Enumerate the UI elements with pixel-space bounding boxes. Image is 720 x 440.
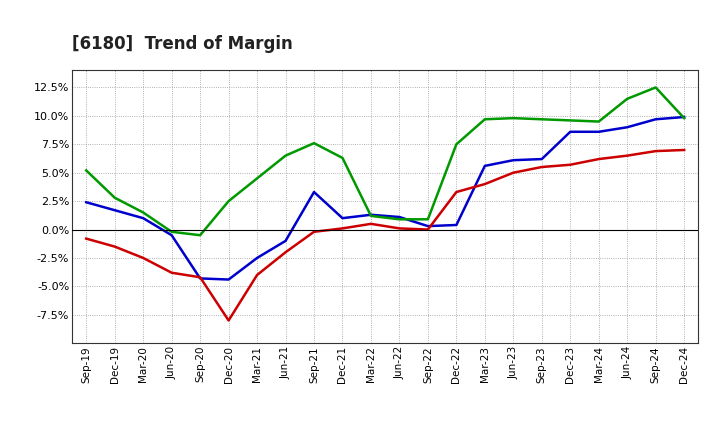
Text: [6180]  Trend of Margin: [6180] Trend of Margin xyxy=(72,35,293,53)
Ordinary Income xyxy=(623,125,631,130)
Ordinary Income xyxy=(452,222,461,227)
Operating Cashflow xyxy=(282,153,290,158)
Net Income xyxy=(310,229,318,235)
Operating Cashflow xyxy=(595,119,603,124)
Operating Cashflow xyxy=(509,115,518,121)
Ordinary Income xyxy=(366,212,375,217)
Ordinary Income xyxy=(196,276,204,281)
Ordinary Income xyxy=(480,163,489,169)
Operating Cashflow xyxy=(623,96,631,102)
Net Income xyxy=(282,249,290,255)
Ordinary Income xyxy=(566,129,575,135)
Line: Net Income: Net Income xyxy=(86,150,684,320)
Operating Cashflow xyxy=(225,198,233,204)
Net Income xyxy=(338,226,347,231)
Ordinary Income xyxy=(652,117,660,122)
Net Income xyxy=(225,318,233,323)
Operating Cashflow xyxy=(139,210,148,215)
Net Income xyxy=(537,165,546,170)
Ordinary Income xyxy=(509,158,518,163)
Ordinary Income xyxy=(82,200,91,205)
Ordinary Income xyxy=(423,224,432,229)
Ordinary Income xyxy=(253,255,261,260)
Operating Cashflow xyxy=(452,142,461,147)
Ordinary Income xyxy=(595,129,603,135)
Net Income xyxy=(423,227,432,232)
Operating Cashflow xyxy=(310,140,318,146)
Net Income xyxy=(395,226,404,231)
Operating Cashflow xyxy=(110,195,119,200)
Net Income xyxy=(139,255,148,260)
Operating Cashflow xyxy=(652,85,660,90)
Operating Cashflow xyxy=(423,216,432,222)
Ordinary Income xyxy=(282,238,290,244)
Operating Cashflow xyxy=(196,233,204,238)
Ordinary Income xyxy=(167,233,176,238)
Net Income xyxy=(652,148,660,154)
Net Income xyxy=(452,189,461,194)
Net Income xyxy=(253,272,261,278)
Net Income xyxy=(680,147,688,153)
Operating Cashflow xyxy=(366,213,375,219)
Net Income xyxy=(110,244,119,249)
Line: Operating Cashflow: Operating Cashflow xyxy=(86,88,684,235)
Operating Cashflow xyxy=(537,117,546,122)
Net Income xyxy=(167,270,176,275)
Ordinary Income xyxy=(110,208,119,213)
Net Income xyxy=(566,162,575,167)
Operating Cashflow xyxy=(253,176,261,181)
Operating Cashflow xyxy=(566,118,575,123)
Net Income xyxy=(509,170,518,175)
Operating Cashflow xyxy=(82,168,91,173)
Ordinary Income xyxy=(537,157,546,162)
Operating Cashflow xyxy=(167,229,176,235)
Ordinary Income xyxy=(139,216,148,221)
Ordinary Income xyxy=(225,277,233,282)
Net Income xyxy=(480,181,489,187)
Ordinary Income xyxy=(395,214,404,220)
Operating Cashflow xyxy=(338,155,347,161)
Operating Cashflow xyxy=(680,115,688,121)
Net Income xyxy=(196,275,204,280)
Net Income xyxy=(595,157,603,162)
Ordinary Income xyxy=(680,114,688,120)
Ordinary Income xyxy=(338,216,347,221)
Operating Cashflow xyxy=(395,216,404,222)
Net Income xyxy=(623,153,631,158)
Line: Ordinary Income: Ordinary Income xyxy=(86,117,684,279)
Net Income xyxy=(366,221,375,227)
Net Income xyxy=(82,236,91,241)
Operating Cashflow xyxy=(480,117,489,122)
Ordinary Income xyxy=(310,189,318,194)
